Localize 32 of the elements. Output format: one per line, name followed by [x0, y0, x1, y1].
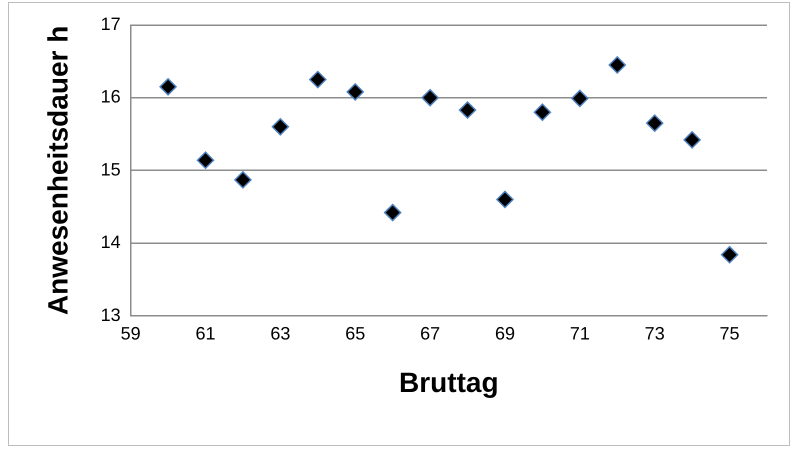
point	[571, 90, 589, 108]
point	[608, 56, 626, 74]
x-tick-label: 71	[570, 324, 590, 344]
point	[234, 171, 252, 189]
point	[421, 88, 439, 106]
y-tick-label: 15	[100, 159, 121, 180]
point	[384, 204, 402, 222]
point	[458, 101, 476, 119]
point	[159, 78, 177, 96]
y-tick-label: 14	[100, 232, 121, 252]
x-axis-title: Bruttag	[399, 366, 499, 398]
point	[496, 190, 514, 208]
x-tick-label: 69	[494, 324, 515, 344]
x-tick-label: 75	[720, 324, 740, 344]
point	[272, 118, 290, 136]
y-tick-label: 16	[100, 86, 121, 107]
point	[196, 151, 214, 169]
point	[720, 246, 738, 264]
point	[683, 131, 701, 149]
x-tick-label: 65	[345, 324, 366, 344]
x-tick-label: 73	[644, 324, 665, 344]
point	[346, 83, 364, 101]
y-tick-label: 13	[100, 304, 121, 325]
point	[646, 114, 664, 132]
y-tick-label: 17	[100, 14, 121, 34]
x-tick-label: 59	[120, 324, 141, 344]
x-tick-label: 67	[420, 324, 440, 344]
point	[309, 70, 327, 88]
y-axis-title: Anwesenheitsdauer h	[42, 26, 74, 316]
x-tick-label: 61	[195, 324, 216, 344]
point	[534, 103, 552, 121]
x-tick-label: 63	[270, 324, 290, 344]
